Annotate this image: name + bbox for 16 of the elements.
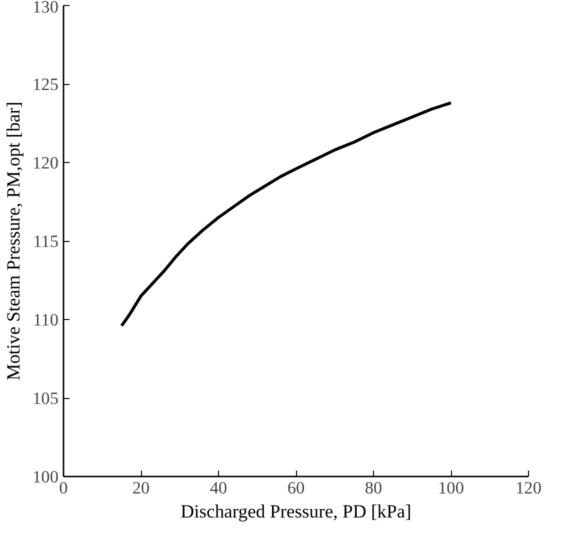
x-tick-label: 120 [516, 478, 542, 498]
y-axis-title: Motive Steam Pressure, PM,opt [bar] [4, 102, 25, 380]
y-tick-label: 110 [33, 310, 59, 330]
line-series [120, 101, 452, 328]
y-tick-label: 130 [32, 0, 59, 16]
x-axis-title: Discharged Pressure, PD [kPa] [180, 502, 412, 522]
x-tick-label: 40 [210, 478, 228, 498]
x-tick-label: 20 [132, 478, 150, 498]
x-tick-label: 0 [59, 478, 68, 498]
x-tick-label: 80 [364, 478, 382, 498]
y-tick-label: 120 [32, 154, 59, 172]
y-tick-label: 105 [32, 389, 59, 408]
y-tick-label: 125 [32, 75, 59, 94]
x-tick-label: 60 [287, 478, 305, 498]
x-tick-label: 100 [438, 478, 464, 498]
y-tick-label: 115 [33, 232, 59, 251]
